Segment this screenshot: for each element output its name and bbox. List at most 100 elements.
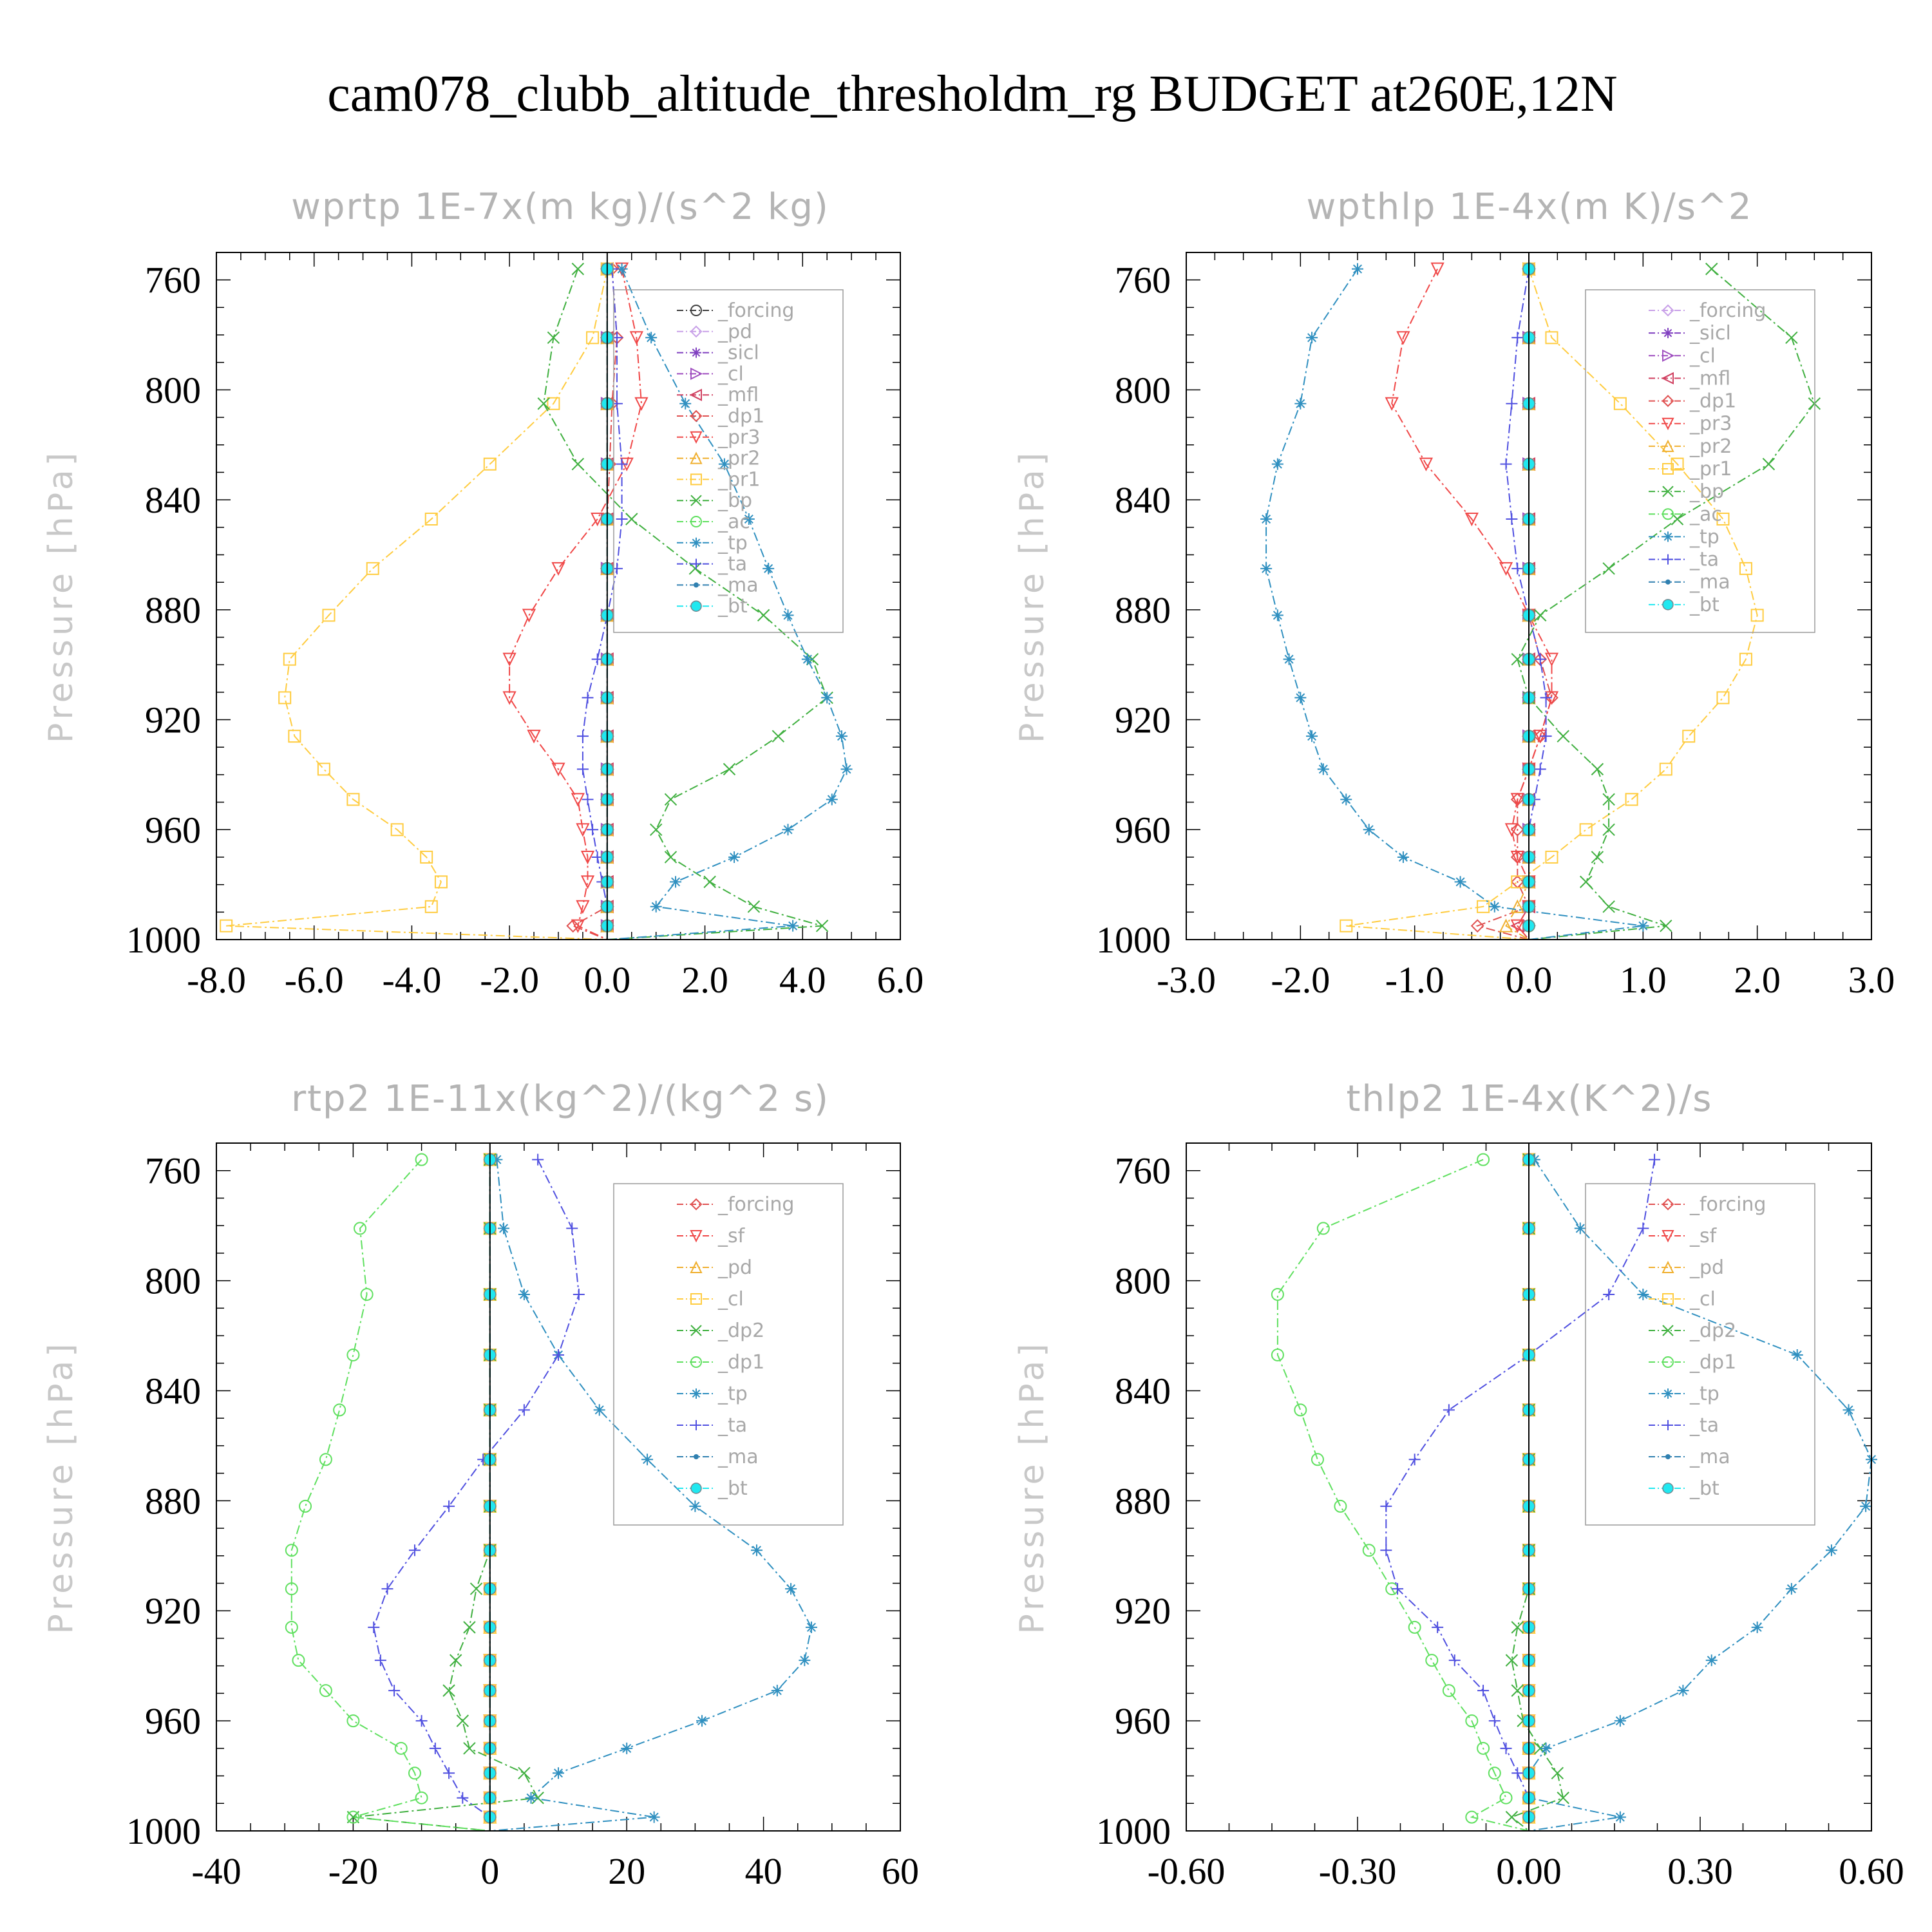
data-point bbox=[288, 730, 301, 743]
legend-label: _dp1 bbox=[1689, 390, 1736, 413]
data-point bbox=[1488, 1766, 1501, 1780]
data-point bbox=[434, 875, 448, 889]
data-point bbox=[1662, 486, 1674, 497]
legend-label: _tp bbox=[717, 532, 748, 554]
data-point bbox=[1511, 1767, 1524, 1779]
data-point bbox=[1662, 1230, 1674, 1243]
data-point bbox=[1396, 331, 1410, 345]
data-point bbox=[394, 1741, 408, 1755]
data-point bbox=[1352, 263, 1363, 275]
data-point bbox=[826, 793, 838, 806]
series-pr3 bbox=[502, 262, 649, 940]
legend-label: _bp bbox=[1689, 480, 1724, 503]
y-tick-label: 1000 bbox=[1096, 919, 1171, 961]
data-point bbox=[1510, 919, 1524, 933]
data-point bbox=[532, 1153, 544, 1166]
data-point bbox=[1432, 1621, 1444, 1633]
chart-panel-2: wpthlp 1E-4x(m K)/s^2 Pressure [hPa] -3.0 -… bbox=[1013, 186, 1895, 1001]
data-point bbox=[415, 1715, 428, 1727]
legend-label: _pr3 bbox=[1689, 413, 1732, 435]
x-tick-label: 4.0 bbox=[779, 959, 826, 1001]
x-tick-label: 0.0 bbox=[584, 959, 631, 1001]
data-point bbox=[696, 1715, 708, 1727]
data-point bbox=[1574, 1222, 1586, 1235]
data-point bbox=[1271, 1348, 1284, 1361]
data-point bbox=[1317, 763, 1329, 775]
data-point bbox=[694, 1454, 699, 1459]
y-tick-label: 880 bbox=[145, 1480, 201, 1522]
data-point bbox=[1511, 1684, 1524, 1697]
data-point bbox=[691, 537, 701, 548]
data-point bbox=[518, 1288, 530, 1300]
axis-ticks bbox=[216, 1142, 901, 1832]
data-point bbox=[1637, 1288, 1649, 1300]
data-point bbox=[787, 920, 799, 932]
data-point bbox=[285, 1582, 298, 1596]
data-point bbox=[1385, 397, 1399, 411]
data-point bbox=[1419, 457, 1434, 471]
data-point bbox=[586, 331, 600, 345]
data-point bbox=[463, 1742, 476, 1755]
data-point bbox=[1665, 579, 1671, 585]
data-point bbox=[1362, 1544, 1376, 1557]
data-point bbox=[483, 457, 497, 471]
data-point bbox=[743, 513, 755, 525]
data-point bbox=[388, 1685, 401, 1697]
data-point bbox=[576, 730, 589, 743]
data-point bbox=[1510, 899, 1524, 913]
series-tp bbox=[607, 263, 853, 940]
data-point bbox=[1602, 900, 1615, 913]
series-dp1 bbox=[1470, 262, 1558, 940]
x-tick-label: -4.0 bbox=[383, 959, 442, 1001]
data-point bbox=[429, 1742, 441, 1754]
legend-label: _pd bbox=[1689, 1256, 1724, 1279]
series-line bbox=[226, 269, 608, 940]
data-point bbox=[1544, 652, 1559, 667]
data-point bbox=[442, 1684, 455, 1697]
data-point bbox=[1614, 1715, 1626, 1727]
data-point bbox=[1649, 1153, 1661, 1166]
data-point bbox=[1505, 1810, 1519, 1824]
y-tick-label: 880 bbox=[145, 589, 201, 631]
data-point bbox=[1397, 851, 1409, 863]
x-tick-label: -3.0 bbox=[1157, 959, 1216, 1001]
data-point bbox=[1663, 554, 1673, 565]
legend-label: _cl bbox=[1689, 1288, 1716, 1311]
data-point bbox=[525, 1792, 537, 1804]
plot-frame bbox=[1186, 252, 1872, 940]
data-point bbox=[1443, 1404, 1455, 1416]
data-point bbox=[772, 730, 785, 743]
data-point bbox=[690, 473, 702, 486]
y-tick-label: 800 bbox=[1115, 369, 1171, 411]
data-point bbox=[1425, 1654, 1439, 1667]
series-line bbox=[1505, 269, 1547, 940]
y-tick-label: 1000 bbox=[1096, 1810, 1171, 1852]
series-dp2 bbox=[1505, 1153, 1569, 1832]
data-point bbox=[648, 1811, 660, 1823]
data-point bbox=[616, 263, 628, 275]
data-point bbox=[690, 410, 703, 422]
data-point bbox=[664, 851, 677, 864]
data-point bbox=[502, 691, 516, 705]
data-point bbox=[285, 1620, 298, 1634]
data-point bbox=[1311, 1453, 1324, 1466]
data-point bbox=[1500, 458, 1512, 470]
data-point bbox=[346, 1810, 360, 1824]
series-line bbox=[582, 269, 623, 940]
series-dp1 bbox=[285, 1153, 490, 1832]
data-point bbox=[278, 691, 292, 705]
data-point bbox=[1306, 730, 1318, 743]
data-point bbox=[469, 1582, 483, 1595]
data-point bbox=[1488, 900, 1501, 913]
data-point bbox=[1488, 1715, 1501, 1727]
y-tick-label: 960 bbox=[145, 809, 201, 851]
data-point bbox=[703, 875, 716, 889]
y-tick-label: 880 bbox=[1115, 589, 1171, 631]
data-point bbox=[1785, 1583, 1797, 1595]
data-point bbox=[689, 1500, 701, 1512]
data-point bbox=[1511, 652, 1524, 666]
data-point bbox=[1294, 397, 1307, 410]
y-tick-label: 840 bbox=[145, 479, 201, 521]
series-dp2 bbox=[346, 1153, 544, 1832]
x-tick-label: -8.0 bbox=[187, 959, 246, 1001]
